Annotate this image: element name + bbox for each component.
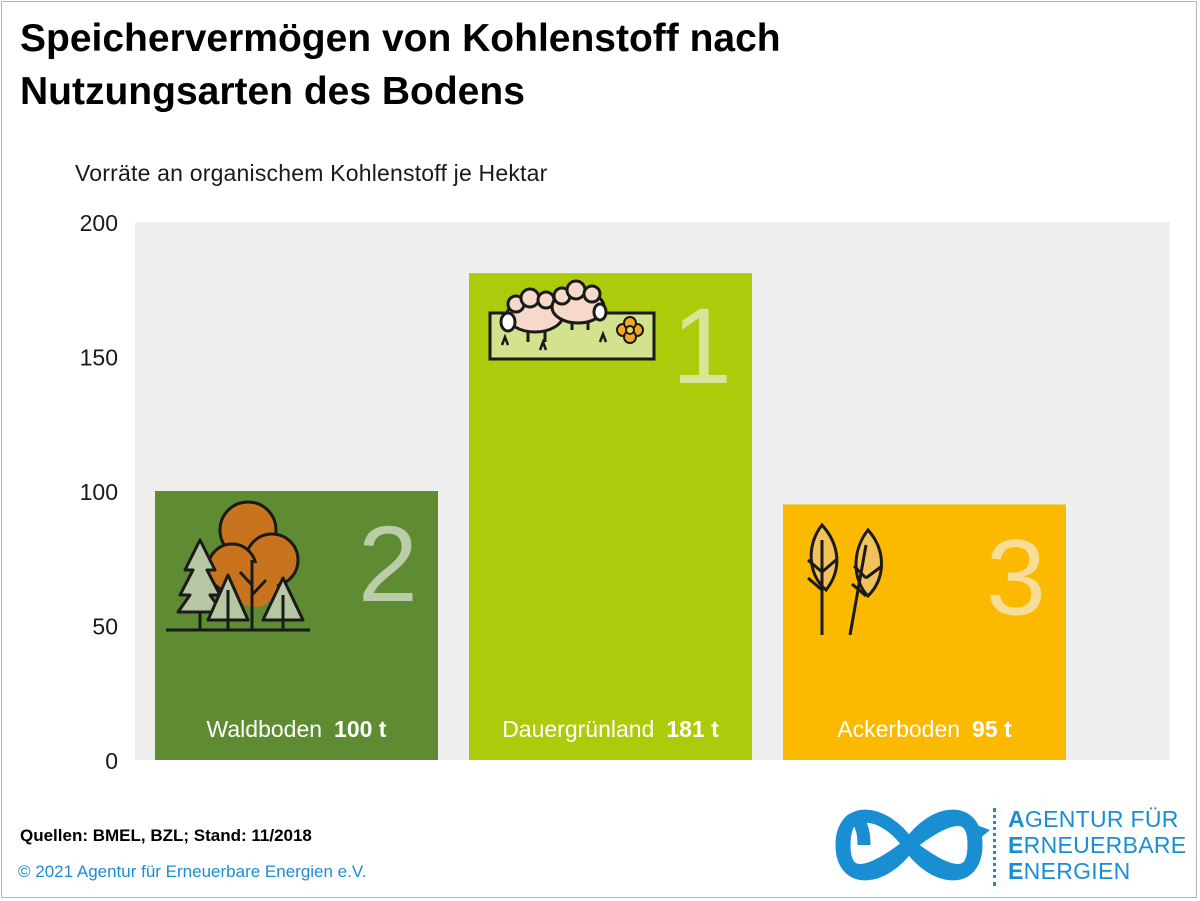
bar-category-label: Ackerboden xyxy=(837,716,960,742)
flower-icon xyxy=(616,316,644,344)
y-axis: 0 50 100 150 200 xyxy=(80,210,118,774)
aee-infinity-logo-icon xyxy=(835,809,990,881)
copyright-note: © 2021 Agentur für Erneuerbare Energien … xyxy=(18,862,367,881)
aee-logo-text: AGENTUR FÜR ERNEUERBARE ENERGIEN xyxy=(1008,806,1186,884)
logo-initial-e2: E xyxy=(1008,858,1024,884)
chart-title-line-1: Speichervermögen von Kohlenstoff nach xyxy=(20,17,781,60)
logo-line-2: RNEUERBARE xyxy=(1023,832,1187,858)
bar-rank-number: 1 xyxy=(672,285,732,406)
wheat-icon xyxy=(807,522,883,636)
y-tick-label: 100 xyxy=(80,479,118,505)
pasture-sheep-icon xyxy=(488,279,656,361)
y-tick-label: 150 xyxy=(80,345,118,371)
bar-label: Waldboden 100 t xyxy=(207,716,387,742)
bar-value-label: 100 t xyxy=(334,716,387,742)
logo-initial-e1: E xyxy=(1008,832,1024,858)
bar-waldboden xyxy=(155,491,438,760)
sheep-2 xyxy=(550,279,608,330)
chart-title: Speichervermögen von Kohlenstoff nach Nu… xyxy=(20,12,920,118)
logo-initial-a: A xyxy=(1008,806,1025,832)
bar-rank-number: 2 xyxy=(358,503,418,624)
y-tick-label: 0 xyxy=(105,748,118,774)
bar-value-label: 181 t xyxy=(666,716,719,742)
chart-subtitle: Vorräte an organischem Kohlenstoff je He… xyxy=(75,160,548,186)
bar-category-label: Dauergrünland xyxy=(502,716,654,742)
logo-divider xyxy=(993,808,996,886)
logo-line-3: NERGIEN xyxy=(1023,858,1131,884)
bar-label: Dauergrünland 181 t xyxy=(502,716,719,742)
forest-icon xyxy=(166,500,310,632)
y-tick-label: 200 xyxy=(80,210,118,236)
sources-note: Quellen: BMEL, BZL; Stand: 11/2018 xyxy=(20,826,312,845)
bar-rank-number: 3 xyxy=(986,516,1046,637)
bar-value-label: 95 t xyxy=(972,716,1012,742)
y-tick-label: 50 xyxy=(92,614,118,640)
logo-line-1: GENTUR FÜR xyxy=(1024,806,1179,832)
bar-category-label: Waldboden xyxy=(207,716,323,742)
bar-label: Ackerboden 95 t xyxy=(837,716,1012,742)
chart-title-line-2: Nutzungsarten des Bodens xyxy=(20,70,525,113)
sheep-1 xyxy=(499,287,565,342)
